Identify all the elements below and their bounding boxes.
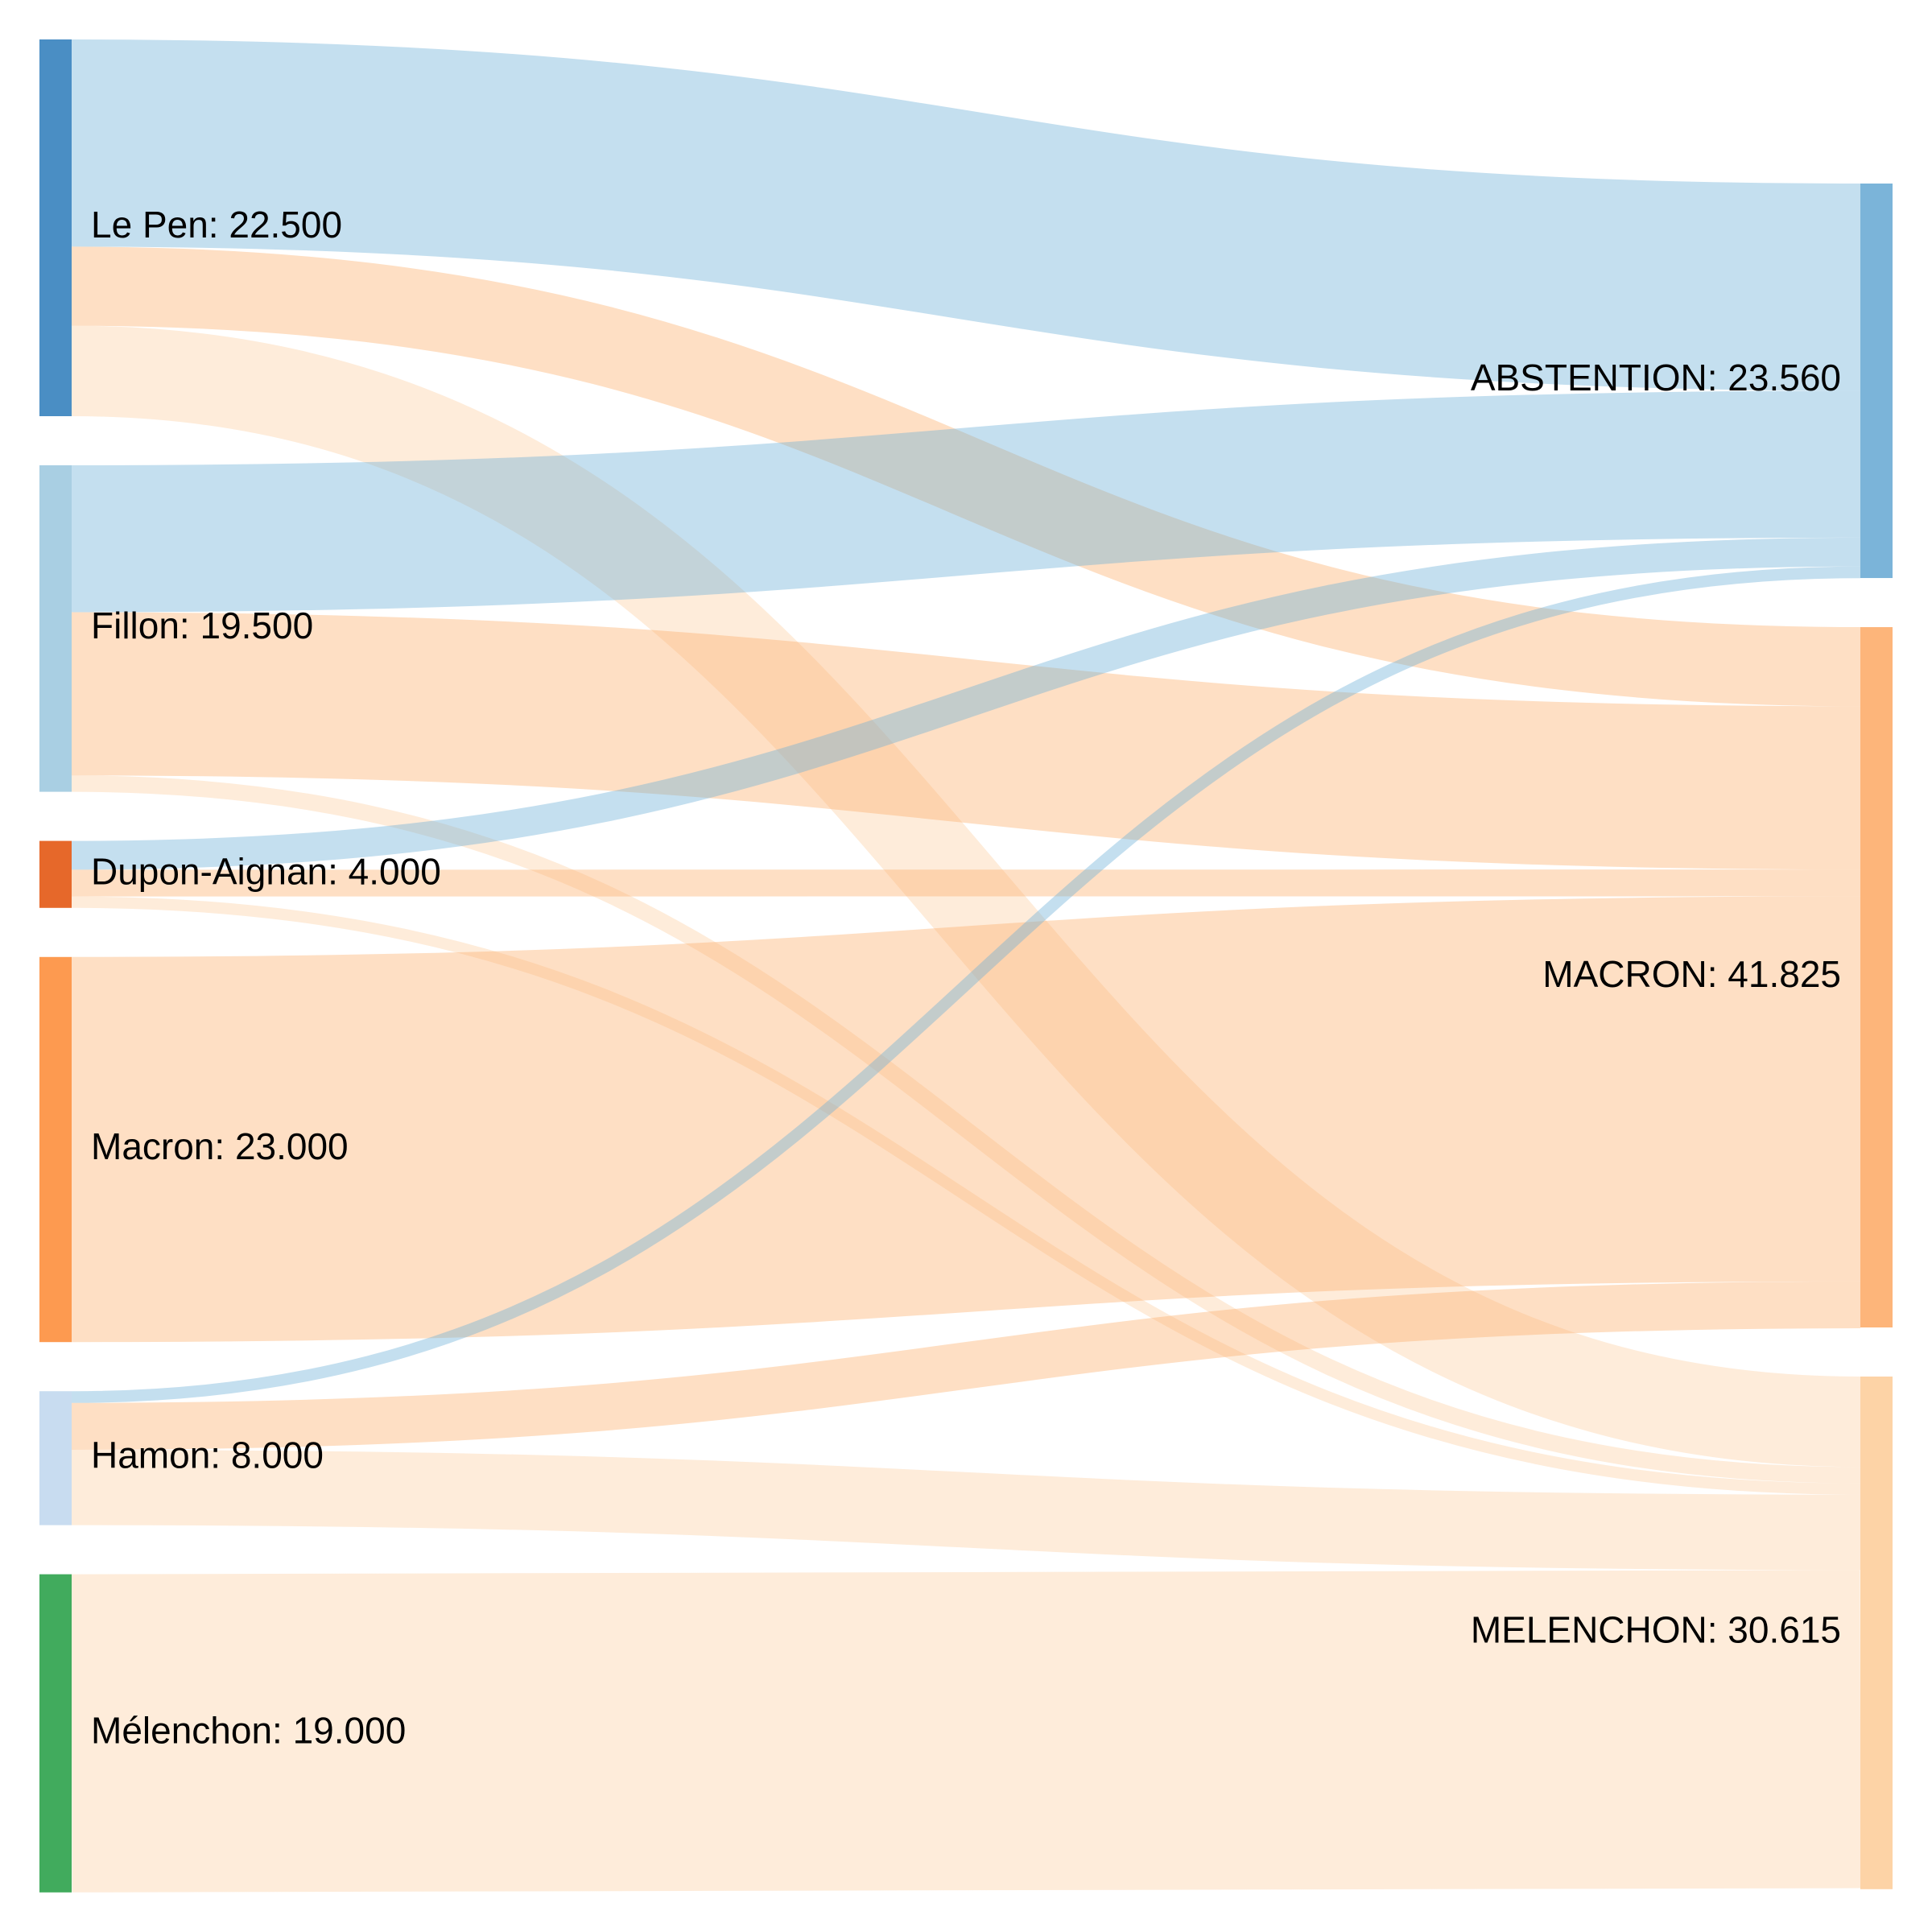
source-label-lepen: Le Pen: 22.500 [91,204,342,246]
source-label-melenchon: Mélenchon: 19.000 [91,1709,406,1751]
target-node-mel[interactable] [1860,1377,1893,1889]
target-label-abst: ABSTENTION: 23.560 [1471,357,1841,398]
source-label-hamon: Hamon: 8.000 [91,1435,324,1476]
source-node-macron[interactable] [39,956,72,1343]
link-melenchon-to-mel[interactable] [71,1570,1861,1893]
link-hamon-to-mac[interactable] [71,1281,1861,1450]
target-node-abst[interactable] [1860,184,1893,579]
source-node-lepen[interactable] [39,39,72,416]
target-node-mac[interactable] [1860,627,1893,1328]
link-dupont-to-mel[interactable] [71,896,1861,1495]
link-hamon-to-abst[interactable] [71,566,1861,1403]
source-node-hamon[interactable] [39,1391,72,1525]
link-lepen-to-mel[interactable] [71,325,1861,1468]
link-fillon-to-mac[interactable] [71,612,1861,870]
source-label-fillon: Fillon: 19.500 [91,605,313,646]
link-lepen-to-mac[interactable] [71,246,1861,707]
link-hamon-to-mel[interactable] [71,1450,1861,1571]
nodes-layer [39,39,1893,1893]
source-label-dupont: Dupon-Aignan: 4.000 [91,850,441,892]
labels-layer: Le Pen: 22.500 Fillon: 19.500 Dupon-Aignan… [91,204,1841,1751]
link-fillon-to-abst[interactable] [71,390,1861,613]
links-layer [71,39,1861,1893]
target-label-mel: MELENCHON: 30.615 [1471,1609,1841,1651]
link-lepen-to-abst[interactable] [71,39,1861,391]
target-label-mac: MACRON: 41.825 [1542,953,1841,995]
link-macron-to-mac[interactable] [71,896,1861,1343]
source-node-melenchon[interactable] [39,1574,72,1893]
source-node-dupont[interactable] [39,840,72,908]
source-node-fillon[interactable] [39,465,72,792]
link-dupont-to-abst[interactable] [71,537,1861,870]
link-fillon-to-mel[interactable] [71,775,1861,1484]
source-label-macron: Macron: 23.000 [91,1125,349,1167]
